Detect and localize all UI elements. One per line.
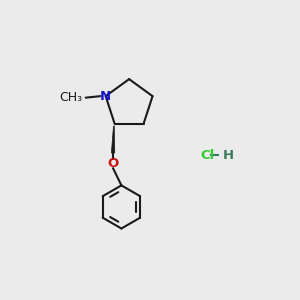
Polygon shape [111, 126, 115, 153]
Text: Cl: Cl [200, 149, 214, 162]
Text: N: N [100, 90, 111, 103]
Text: H: H [223, 149, 234, 162]
Text: CH₃: CH₃ [59, 91, 83, 104]
Text: O: O [107, 157, 119, 170]
